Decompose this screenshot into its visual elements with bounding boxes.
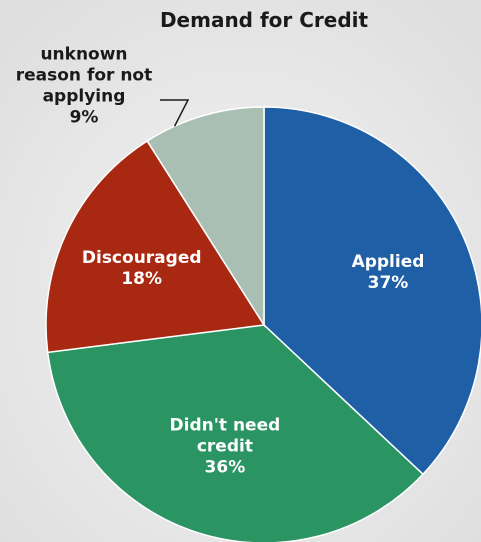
pie-slice-discouraged: [45, 139, 266, 354]
slice-label: applying: [43, 87, 126, 107]
slice-label: unknown: [40, 45, 127, 65]
slice-percent-label: 18%: [121, 269, 162, 289]
slice-label: Applied: [352, 252, 425, 272]
slice-label: reason for not: [16, 66, 153, 86]
slice-percent-label: 9%: [70, 108, 99, 128]
pie-slice-didn-t-need-credit: [46, 324, 424, 542]
slice-label: Didn't need: [170, 415, 281, 435]
slice-label: Discouraged: [82, 248, 202, 268]
slice-percent-label: 36%: [205, 457, 246, 477]
slice-percent-label: 37%: [368, 273, 409, 293]
leader-line: [160, 99, 190, 127]
slice-label: credit: [197, 436, 253, 456]
chart-title: Demand for Credit: [160, 8, 369, 32]
pie-slices: [45, 106, 481, 542]
pie-slice-applied: [263, 106, 481, 476]
pie-slice-unknown-reason-for-not-applying: [146, 106, 265, 328]
